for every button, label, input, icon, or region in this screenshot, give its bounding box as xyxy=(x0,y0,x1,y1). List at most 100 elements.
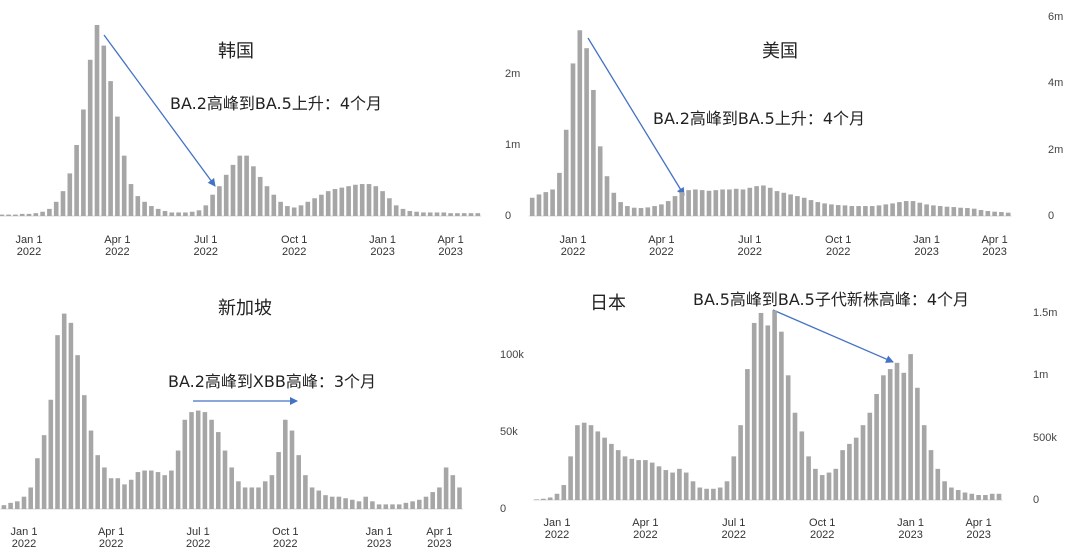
bar xyxy=(202,412,208,509)
bar xyxy=(329,496,335,509)
bar xyxy=(625,206,630,216)
bar xyxy=(323,495,328,509)
bar xyxy=(195,410,201,509)
bar xyxy=(407,211,413,216)
bar xyxy=(230,164,236,216)
bar xyxy=(135,472,141,509)
annotation: BA.2高峰到XBB高峰：3个月 xyxy=(168,372,377,391)
x-tick-label: Jul 1 2022 xyxy=(185,526,211,550)
bar xyxy=(242,487,248,509)
bar xyxy=(210,194,215,216)
bar xyxy=(747,187,753,216)
arrows xyxy=(103,34,894,405)
x-tick-label: Jan 1 2023 xyxy=(369,234,397,258)
bar xyxy=(833,468,839,500)
bar xyxy=(390,504,395,509)
bar xyxy=(162,211,168,216)
annotation: BA.2高峰到BA.5上升：4个月 xyxy=(653,109,865,128)
bar xyxy=(822,203,827,216)
bar xyxy=(847,443,852,500)
bar xyxy=(570,63,576,216)
bar xyxy=(26,213,32,216)
bar xyxy=(808,200,814,216)
bar xyxy=(663,470,669,500)
bar xyxy=(461,213,467,216)
bar xyxy=(343,498,348,509)
bar xyxy=(577,30,583,217)
bar xyxy=(1005,212,1011,216)
bar xyxy=(795,196,800,216)
bar xyxy=(713,190,719,216)
bar xyxy=(359,184,365,216)
bar xyxy=(554,493,560,500)
bar xyxy=(115,116,120,216)
bar xyxy=(840,450,845,500)
x-tick-label: Apr 1 2022 xyxy=(632,517,659,541)
bar xyxy=(645,207,651,216)
bar xyxy=(169,212,175,216)
bar xyxy=(28,487,33,509)
bar xyxy=(591,89,596,216)
bar xyxy=(767,187,773,216)
bar xyxy=(309,487,315,509)
bar xyxy=(8,502,13,509)
bar xyxy=(149,206,154,216)
bar xyxy=(121,155,127,216)
bar xyxy=(339,187,345,216)
bar xyxy=(350,499,355,509)
bar xyxy=(856,206,861,216)
bar xyxy=(312,198,317,216)
bar xyxy=(316,490,322,509)
bar xyxy=(761,185,766,216)
bar xyxy=(883,204,889,216)
bar xyxy=(924,204,929,216)
bar xyxy=(901,372,907,500)
bar xyxy=(853,437,859,500)
bar xyxy=(196,210,202,216)
bar xyxy=(849,206,855,216)
bar xyxy=(915,387,920,500)
bar xyxy=(55,335,60,509)
bar xyxy=(876,205,882,216)
bar xyxy=(102,467,107,509)
bar xyxy=(47,208,52,216)
bar xyxy=(162,475,167,509)
bar xyxy=(108,81,113,216)
bar xyxy=(815,202,821,216)
bar xyxy=(989,493,995,500)
bar xyxy=(216,432,221,509)
bar xyxy=(393,205,399,216)
bar xyxy=(278,201,283,216)
bar xyxy=(41,435,47,509)
bar xyxy=(720,189,725,216)
bar xyxy=(731,456,737,500)
bar xyxy=(659,204,664,216)
x-tick-label: Apr 1 2022 xyxy=(104,234,131,258)
x-tick-label: Jan 1 2023 xyxy=(897,517,925,541)
bar xyxy=(256,487,261,509)
bar xyxy=(819,475,825,500)
bar xyxy=(965,208,970,216)
bar xyxy=(53,201,59,216)
bar xyxy=(563,129,569,216)
bar xyxy=(296,455,301,509)
x-tick-label: Jan 1 2022 xyxy=(15,234,43,258)
bar xyxy=(244,155,249,216)
bar xyxy=(917,202,923,216)
bar xyxy=(88,430,94,509)
bar xyxy=(643,460,648,500)
bar xyxy=(87,59,93,216)
bar xyxy=(450,475,456,509)
bar xyxy=(68,322,74,509)
bar xyxy=(547,497,553,500)
bar xyxy=(35,458,40,509)
bar xyxy=(636,460,641,500)
bar xyxy=(529,197,535,216)
bar xyxy=(60,191,66,216)
bar xyxy=(33,213,39,216)
x-tick-label: Apr 1 2023 xyxy=(981,234,1008,258)
bar xyxy=(276,452,281,509)
bar xyxy=(423,496,429,509)
